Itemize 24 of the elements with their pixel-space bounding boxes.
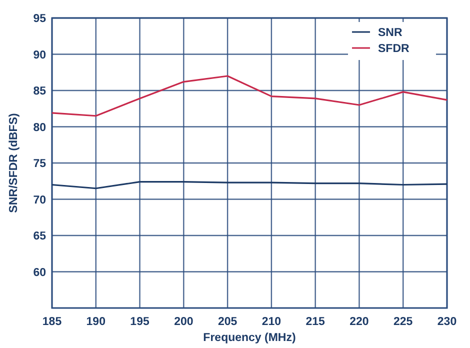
x-tick-label: 185 [42, 316, 62, 328]
y-axis-title: SNR/SFDR (dBFS) [8, 113, 20, 213]
x-tick-label: 215 [306, 316, 326, 328]
x-tick-label: 210 [262, 316, 282, 328]
line-series [51, 181, 448, 190]
y-tick-label: 95 [33, 13, 47, 25]
x-tick-label: 200 [174, 316, 194, 328]
x-axis-title: Frequency (MHz) [203, 332, 296, 344]
y-tick-label: 70 [33, 194, 46, 206]
legend-label: SNR [378, 27, 403, 39]
x-tick-label: 195 [130, 316, 150, 328]
y-tick-label: 60 [33, 266, 46, 279]
y-tick-label: 65 [33, 230, 47, 242]
y-tick-label: 90 [33, 49, 46, 62]
y-tick-label: 75 [33, 158, 47, 170]
x-tick-label: 205 [218, 316, 238, 328]
line-series [51, 75, 448, 117]
x-tick-label: 225 [394, 316, 414, 328]
y-tick-label: 85 [33, 86, 47, 98]
y-tick-label: 80 [33, 122, 46, 134]
legend-label: SFDR [378, 43, 410, 55]
x-tick-label: 230 [437, 316, 457, 328]
x-tick-label: 190 [86, 316, 106, 328]
x-tick-label: 220 [350, 316, 369, 328]
